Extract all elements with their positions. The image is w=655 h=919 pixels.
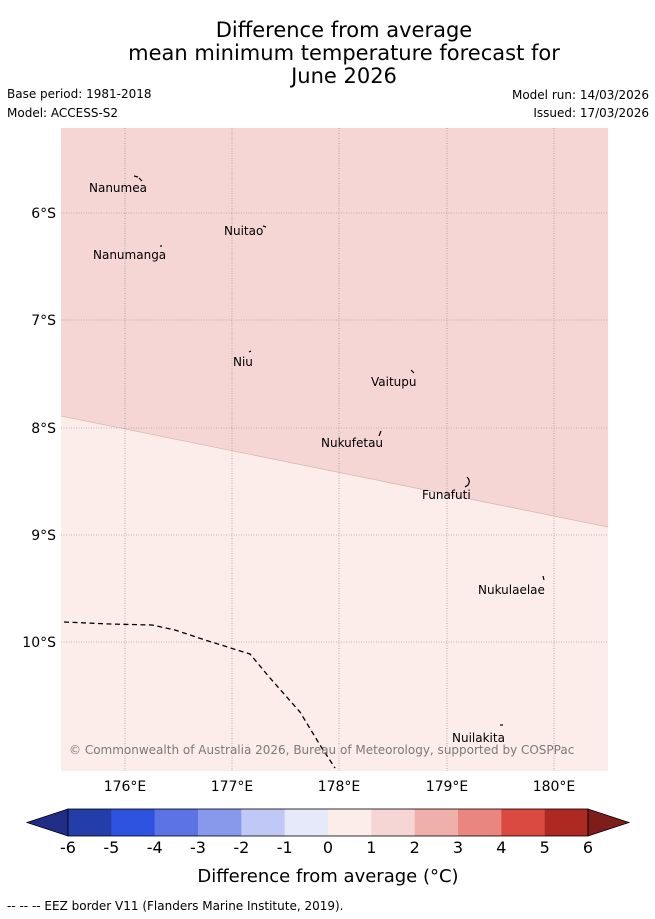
- colorbar-tick-label: 0: [323, 838, 333, 857]
- lat-label-8s: 8°S: [31, 421, 56, 437]
- graticule: [61, 128, 608, 771]
- lat-label-7s: 7°S: [31, 313, 56, 329]
- colorbar-segment: [414, 809, 459, 836]
- colorbar-tick-label: 1: [366, 838, 376, 857]
- copyright-notice: © Commonwealth of Australia 2026, Bureau…: [69, 743, 574, 757]
- colorbar-segment: [241, 809, 285, 836]
- colorbar-tick-label: -4: [147, 838, 163, 857]
- colorbar-segment: [154, 809, 199, 836]
- lon-label-177e: 177°E: [211, 779, 254, 795]
- place-label-vaitupu: Vaitupu: [371, 375, 417, 389]
- place-label-niu: Niu: [233, 355, 253, 369]
- island-nanumea: [133, 175, 143, 182]
- model-run: Model run: 14/03/2026: [511, 88, 649, 102]
- colorbar-tick-label: -5: [103, 838, 119, 857]
- colorbar-segment: [544, 809, 589, 836]
- colorbar-extend-low: [25, 808, 69, 837]
- colorbar-label: Difference from average (°C): [197, 866, 458, 887]
- colorbar-segment: [284, 809, 329, 836]
- zone-0-to-1: [61, 416, 608, 771]
- base-period: Base period: 1981-2018: [7, 87, 152, 101]
- colorbar-segment: [111, 809, 155, 836]
- title-line-3: June 2026: [291, 64, 397, 88]
- place-label-funafuti: Funafuti: [422, 488, 471, 502]
- lon-label-178e: 178°E: [318, 779, 361, 795]
- colorbar-tick-label: -6: [60, 838, 76, 857]
- colorbar-tick-label: 2: [410, 838, 420, 857]
- lat-label-6s: 6°S: [31, 206, 56, 222]
- model-name: Model: ACCESS-S2: [7, 106, 119, 120]
- colorbar-tick-label: -3: [190, 838, 206, 857]
- lon-label-179e: 179°E: [426, 779, 469, 795]
- colorbar-tick-label: 6: [583, 838, 593, 857]
- colorbar-tick-label: -1: [277, 838, 293, 857]
- island-vaitupu: [410, 369, 415, 374]
- zone-boundary: [60, 415, 609, 528]
- place-label-nuilakita: Nuilakita: [452, 731, 505, 745]
- colorbar-segment: [458, 809, 502, 836]
- island-funafuti: [464, 476, 470, 488]
- colorbar: -6 -5 -4 -3 -2 -1 0 1 2 3 4 5 6: [25, 808, 631, 857]
- island-nukufetau: [378, 430, 382, 437]
- colorbar-tick-label: 4: [496, 838, 506, 857]
- lon-label-176e: 176°E: [104, 779, 147, 795]
- colorbar-segment: [328, 809, 372, 836]
- colorbar-segment: [198, 809, 242, 836]
- place-label-nanumanga: Nanumanga: [93, 248, 166, 262]
- place-label-nuitao: Nuitao: [224, 224, 263, 238]
- islands: [133, 175, 545, 726]
- colorbar-tick-label: 3: [453, 838, 463, 857]
- lon-label-180e: 180°E: [533, 779, 576, 795]
- island-nuitao: [262, 225, 267, 228]
- title-line-1: Difference from average: [215, 18, 473, 42]
- title-line-2: mean minimum temperature forecast for: [128, 41, 560, 65]
- island-nukulaelae: [542, 575, 545, 581]
- colorbar-tick-label: 5: [540, 838, 550, 857]
- colorbar-segment: [501, 809, 545, 836]
- zone-1-to-2: [61, 128, 608, 527]
- place-label-nukufetau: Nukufetau: [321, 436, 383, 450]
- island-niu: [248, 350, 252, 353]
- colorbar-segment: [371, 809, 415, 836]
- colorbar-tick-label: -2: [233, 838, 249, 857]
- place-label-nanumea: Nanumea: [89, 181, 147, 195]
- lat-label-10s: 10°S: [22, 635, 56, 651]
- colorbar-extend-high: [587, 808, 631, 837]
- eez-footnote: -- -- -- EEZ border V11 (Flanders Marine…: [7, 899, 344, 913]
- place-label-nukulaelae: Nukulaelae: [478, 583, 545, 597]
- colorbar-frame: [67, 808, 589, 837]
- colorbar-segment: [68, 809, 112, 836]
- issued-date: Issued: 17/03/2026: [533, 106, 649, 120]
- lat-label-9s: 9°S: [31, 528, 56, 544]
